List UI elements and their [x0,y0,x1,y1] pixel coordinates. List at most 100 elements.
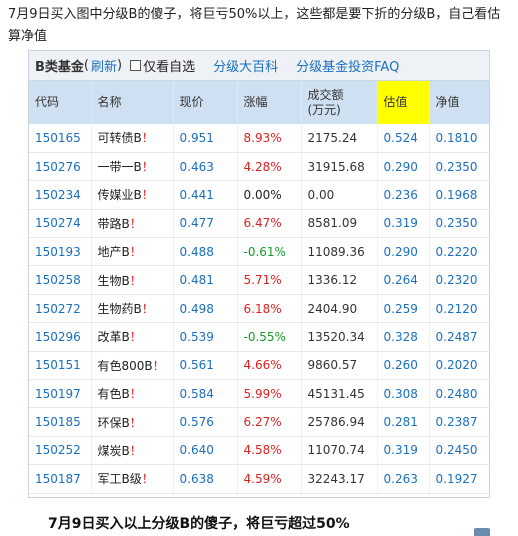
fund-code[interactable]: 150276 [29,152,92,182]
table-row[interactable]: 150274 带路B！ 0.477 6.47% 8581.09 0.319 0.2350 [29,209,489,239]
fund-name[interactable]: 地产B！ [91,237,174,267]
fund-nav: 0.2220 [429,237,489,267]
col-header-change[interactable]: 涨幅 [237,81,302,124]
fund-name[interactable]: 有色800B！ [91,351,174,381]
fund-nav: 0.2487 [429,322,489,352]
fund-table: 代码 名称 现价 涨幅 成交额 (万元) 估值 净值 150165 可转债B！ 0.… [29,81,489,494]
fund-estimate: 0.319 [377,436,430,466]
watchlist-toggle[interactable]: 仅看自选 [130,56,195,75]
fund-price: 0.539 [173,322,238,352]
fund-estimate: 0.263 [377,464,430,494]
fund-code[interactable]: 150234 [29,180,92,210]
fund-name-label: 地产B [97,245,130,260]
fund-name[interactable]: 有色B！ [91,379,174,409]
fund-price: 0.477 [173,209,238,239]
fund-name[interactable]: 一带一B！ [91,152,174,182]
col-header-code[interactable]: 代码 [29,81,92,124]
fund-price: 0.576 [173,407,238,437]
fund-volume: 0.00 [301,180,378,210]
fund-code[interactable]: 150151 [29,351,92,381]
fund-estimate: 0.236 [377,180,430,210]
fund-nav: 0.1968 [429,180,489,210]
fund-name[interactable]: 可转债B！ [91,124,174,153]
fund-code[interactable]: 150258 [29,265,92,295]
fund-volume: 2175.24 [301,124,378,153]
fund-code[interactable]: 150165 [29,124,92,153]
fund-name[interactable]: 带路B！ [91,209,174,239]
table-body: 150165 可转债B！ 0.951 8.93% 2175.24 0.524 0.1810 1… [29,124,489,494]
warning-mark: ！ [129,443,142,458]
col-header-nav[interactable]: 净值 [429,81,489,124]
warning-mark: ！ [141,302,154,317]
fund-code[interactable]: 150193 [29,237,92,267]
warning-mark: ！ [129,245,142,260]
fund-name[interactable]: 环保B！ [91,407,174,437]
fund-estimate: 0.260 [377,351,430,381]
fund-name[interactable]: 军工B级！ [91,464,174,494]
fund-nav: 0.2350 [429,209,489,239]
fund-change: 5.99% [237,379,302,409]
watchlist-checkbox[interactable] [130,60,142,71]
fund-name[interactable]: 传媒业B！ [91,180,174,210]
table-row[interactable]: 150258 生物B！ 0.481 5.71% 1336.12 0.264 0.2320 [29,265,489,295]
col-header-volume[interactable]: 成交额 (万元) [301,81,378,124]
fund-panel: B类基金 ( 刷新 ) 仅看自选 分级大百科 分级基金投资FAQ 代码 名称 现… [28,50,490,498]
table-row[interactable]: 150185 环保B！ 0.576 6.27% 25786.94 0.281 0.2387 [29,407,489,437]
fund-name[interactable]: 煤炭B！ [91,436,174,466]
fund-code[interactable]: 150272 [29,294,92,324]
col-header-estimate[interactable]: 估值 [377,81,430,124]
fund-name-label: 带路B [97,216,130,231]
fund-name[interactable]: 改革B！ [91,322,174,352]
table-row[interactable]: 150193 地产B！ 0.488 -0.61% 11089.36 0.290 0.2220 [29,237,489,267]
fund-change: -0.55% [237,322,302,352]
col-header-price[interactable]: 现价 [173,81,238,124]
warning-mark: ！ [141,131,154,146]
warning-mark: ！ [141,160,154,175]
warning-mark: ！ [129,415,142,430]
fund-code[interactable]: 150185 [29,407,92,437]
fund-volume: 31915.68 [301,152,378,182]
faq-link[interactable]: 分级基金投资FAQ [296,60,400,75]
table-row[interactable]: 150296 改革B！ 0.539 -0.55% 13520.34 0.328 0.2487 [29,322,489,352]
fund-name-label: 一带一B [97,160,142,175]
fund-name[interactable]: 生物药B！ [91,294,174,324]
fund-volume: 11070.74 [301,436,378,466]
table-row[interactable]: 150165 可转债B！ 0.951 8.93% 2175.24 0.524 0.1810 [29,124,489,153]
fund-code[interactable]: 150274 [29,209,92,239]
fund-price: 0.638 [173,464,238,494]
table-row[interactable]: 150151 有色800B！ 0.561 4.66% 9860.57 0.260 0.202… [29,351,489,381]
col-header-name[interactable]: 名称 [91,81,174,124]
fund-price: 0.481 [173,265,238,295]
fund-code[interactable]: 150252 [29,436,92,466]
fund-nav: 0.1810 [429,124,489,153]
warning-mark: ！ [152,358,165,373]
table-row[interactable]: 150187 军工B级！ 0.638 4.59% 32243.17 0.263 0.1927 [29,464,489,494]
fund-nav: 0.2387 [429,407,489,437]
table-row[interactable]: 150197 有色B！ 0.584 5.99% 45131.45 0.308 0.2480 [29,379,489,409]
fund-price: 0.584 [173,379,238,409]
fund-nav: 0.2480 [429,379,489,409]
encyclopedia-link[interactable]: 分级大百科 [213,60,279,75]
fund-code[interactable]: 150187 [29,464,92,494]
fund-name-label: 生物B [97,273,130,288]
fund-change: 0.00% [237,180,302,210]
fund-nav: 0.2020 [429,351,489,381]
fund-volume: 45131.45 [301,379,378,409]
fund-volume: 9860.57 [301,351,378,381]
fund-code[interactable]: 150296 [29,322,92,352]
refresh-link[interactable]: 刷新 [91,60,118,75]
fund-name[interactable]: 生物B！ [91,265,174,295]
fund-name-label: 改革B [97,330,130,345]
fund-code[interactable]: 150197 [29,379,92,409]
fund-nav: 0.2350 [429,152,489,182]
warning-mark: ！ [141,472,154,487]
table-row[interactable]: 150272 生物药B！ 0.498 6.18% 2404.90 0.259 0.2120 [29,294,489,324]
corner-widget-icon[interactable] [474,528,490,536]
table-row[interactable]: 150252 煤炭B！ 0.640 4.58% 11070.74 0.319 0.2450 [29,436,489,466]
table-row[interactable]: 150234 传媒业B！ 0.441 0.00% 0.00 0.236 0.1968 [29,180,489,210]
warning-mark: ！ [129,330,142,345]
fund-name-label: 有色B [97,387,130,402]
fund-estimate: 0.290 [377,237,430,267]
fund-change: 4.58% [237,436,302,466]
table-row[interactable]: 150276 一带一B！ 0.463 4.28% 31915.68 0.290 0.2350 [29,152,489,182]
